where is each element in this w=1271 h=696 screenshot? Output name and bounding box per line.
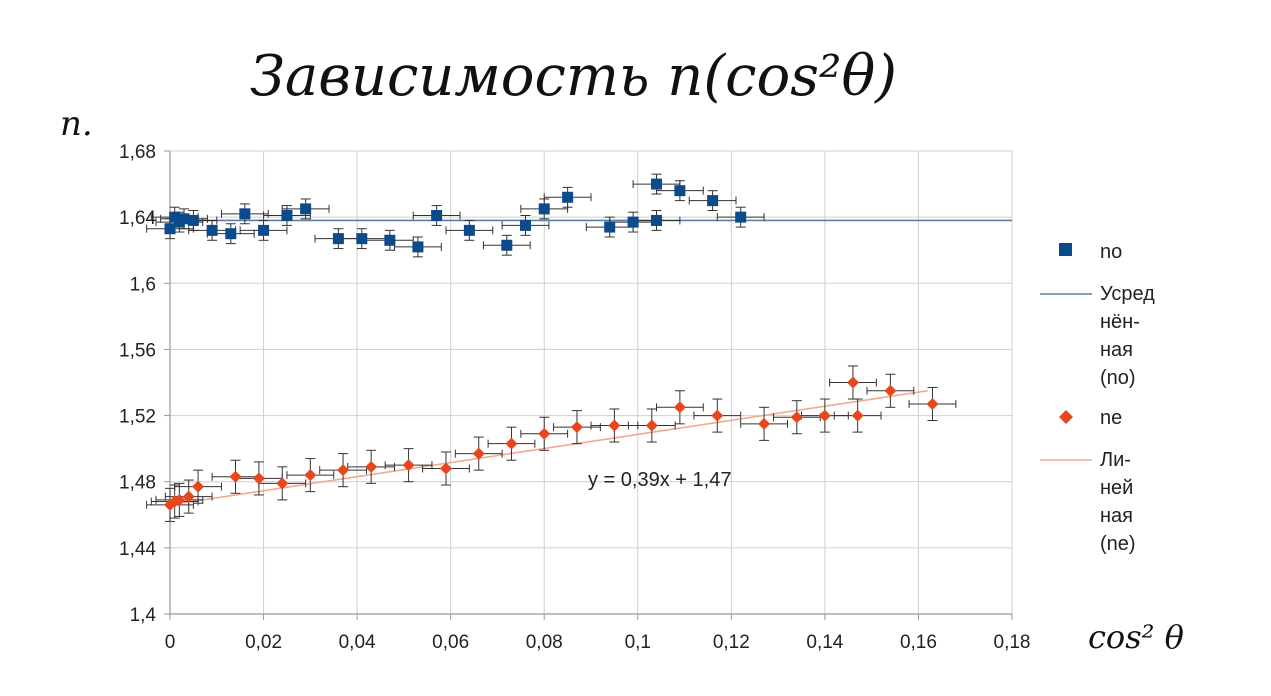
data-point-no — [650, 178, 662, 190]
data-point-ne — [538, 427, 551, 440]
tick-labels: 0 0,02 0,04 0,06 0,08 0,1 0,12 0,14 0,16 0,18 1,4 1… — [119, 142, 1030, 653]
data-point-ne — [472, 447, 485, 460]
data-point-no — [300, 203, 312, 215]
data-point-no — [332, 233, 344, 245]
legend-label-ne: ne — [1100, 407, 1122, 429]
x-tick-label: 0 — [165, 632, 176, 653]
data-point-no — [225, 228, 237, 240]
legend-label-lin-3: ная — [1100, 505, 1133, 527]
grid — [164, 150, 1013, 620]
legend-marker-no — [1059, 243, 1072, 256]
data-point-ne — [926, 397, 939, 410]
y-tick-label: 1,44 — [119, 539, 156, 560]
data-point-no — [735, 211, 747, 223]
legend-label-avg-4: (no) — [1100, 367, 1136, 389]
data-point-ne — [229, 470, 242, 483]
x-tick-label: 0,16 — [900, 632, 937, 653]
data-point-ne — [276, 477, 289, 490]
data-point-no — [281, 209, 293, 221]
data-point-ne — [884, 384, 897, 397]
data-point-ne — [439, 462, 452, 475]
data-point-no — [431, 209, 443, 221]
x-tick-label: 0,04 — [339, 632, 376, 653]
x-tick-label: 0,18 — [994, 632, 1031, 653]
data-point-no — [627, 216, 639, 228]
chart-title: Зависимость n(cos²θ) — [250, 44, 897, 109]
x-tick-label: 0,06 — [432, 632, 469, 653]
data-point-no — [520, 219, 532, 231]
x-tick-label: 0,12 — [713, 632, 750, 653]
x-axis-label: cos² θ — [1088, 618, 1184, 656]
y-tick-label: 1,6 — [130, 274, 156, 295]
data-point-no — [538, 203, 550, 215]
data-point-ne — [645, 419, 658, 432]
data-point-no — [650, 214, 662, 226]
legend-label-avg-2: нён- — [1100, 311, 1140, 333]
data-point-no — [412, 241, 424, 253]
x-tick-label: 0,02 — [245, 632, 282, 653]
data-point-no — [239, 208, 251, 220]
data-point-ne — [711, 409, 724, 422]
data-point-no — [604, 221, 616, 233]
data-point-ne — [570, 421, 583, 434]
legend: no Усред нён- ная (no) ne Ли- ней ная (n… — [1040, 241, 1155, 555]
legend-label-lin-2: ней — [1100, 477, 1133, 499]
legend-label-lin-1: Ли- — [1100, 449, 1131, 471]
data-points — [164, 178, 939, 511]
data-point-ne — [173, 493, 186, 506]
data-point-ne — [846, 376, 859, 389]
data-point-no — [206, 224, 218, 236]
data-point-ne — [365, 460, 378, 473]
y-tick-label: 1,4 — [130, 605, 157, 626]
trend-lines — [169, 219, 1012, 506]
data-point-no — [463, 224, 475, 236]
data-point-no — [501, 239, 513, 251]
x-tick-label: 0,14 — [806, 632, 843, 653]
data-point-ne — [818, 409, 831, 422]
data-point-no — [562, 191, 574, 203]
trend-line — [169, 389, 928, 506]
data-point-ne — [252, 472, 265, 485]
data-point-ne — [304, 469, 317, 482]
y-tick-label: 1,68 — [119, 142, 156, 163]
legend-label-no: no — [1100, 241, 1122, 263]
data-point-ne — [402, 459, 415, 472]
legend-label-avg-1: Усред — [1100, 283, 1155, 305]
data-point-no — [384, 234, 396, 246]
x-tick-label: 0,08 — [526, 632, 563, 653]
y-tick-label: 1,48 — [119, 473, 156, 494]
y-tick-label: 1,64 — [119, 208, 156, 229]
legend-label-avg-3: ная — [1100, 339, 1133, 361]
data-point-ne — [673, 401, 686, 414]
trendline-equation: y = 0,39x + 1,47 — [588, 469, 731, 491]
y-axis-label: n. — [60, 104, 93, 144]
data-point-ne — [192, 480, 205, 493]
data-point-ne — [337, 464, 350, 477]
data-point-ne — [851, 409, 864, 422]
data-point-ne — [790, 411, 803, 424]
legend-label-lin-4: (ne) — [1100, 533, 1136, 555]
data-point-ne — [758, 417, 771, 430]
data-point-no — [674, 185, 686, 197]
data-point-ne — [505, 437, 518, 450]
data-point-no — [707, 195, 719, 207]
data-point-no — [258, 224, 270, 236]
data-point-no — [187, 214, 199, 226]
x-tick-label: 0,1 — [625, 632, 651, 653]
data-point-no — [164, 223, 176, 235]
data-point-no — [356, 233, 368, 245]
data-point-ne — [182, 490, 195, 503]
data-point-ne — [608, 419, 621, 432]
y-tick-label: 1,52 — [119, 407, 156, 428]
legend-marker-ne — [1059, 410, 1073, 424]
y-tick-label: 1,56 — [119, 340, 156, 361]
data-point-no — [178, 213, 190, 225]
